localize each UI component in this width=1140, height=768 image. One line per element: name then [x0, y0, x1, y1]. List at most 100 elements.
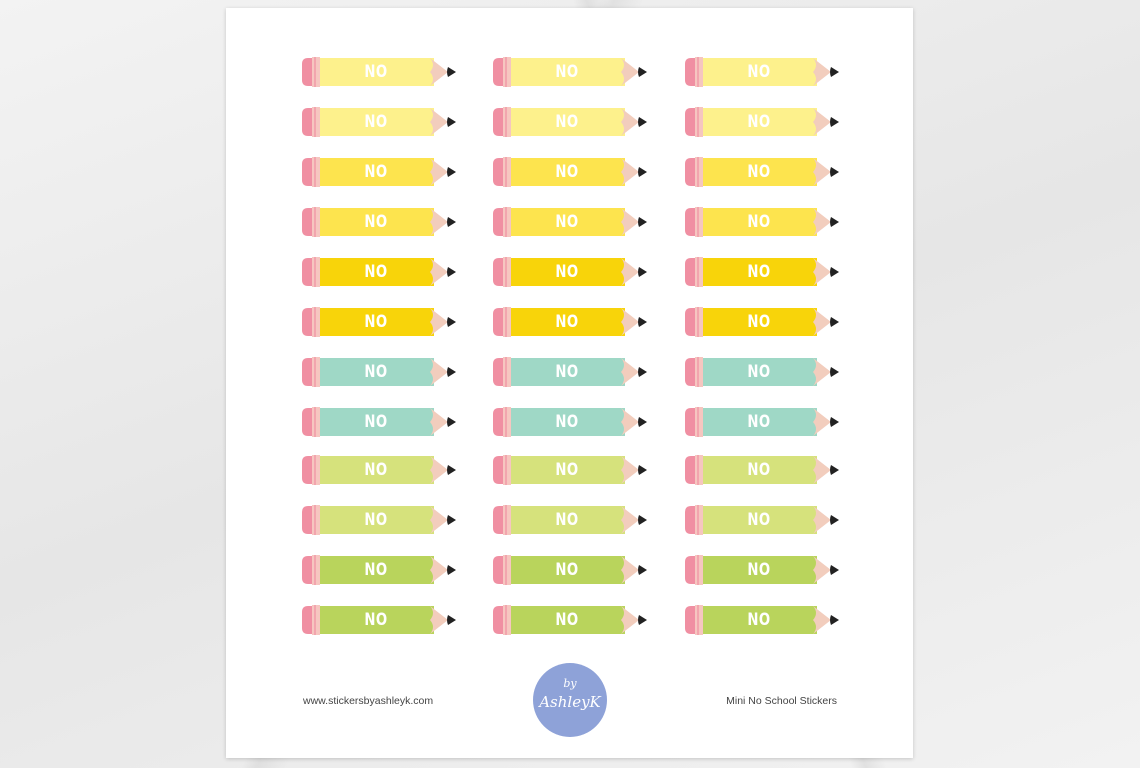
pencil-lead	[447, 515, 456, 525]
sticker-label: NO SCHOOL	[344, 112, 408, 162]
pencil-eraser	[685, 108, 697, 136]
sticker-label: NO SCHOOL	[344, 312, 408, 362]
pencil-sticker: NO SCHOOL	[493, 57, 649, 112]
pencil-sticker: NO SCHOOL	[302, 455, 458, 510]
pencil-lead	[638, 317, 647, 327]
pencil-body	[701, 158, 817, 186]
pencil-body	[318, 606, 434, 634]
pencil-eraser	[685, 308, 697, 336]
pencil-sticker: NO SCHOOL	[493, 257, 649, 312]
pencil-sticker: NO SCHOOL	[302, 157, 458, 212]
pencil-body	[318, 158, 434, 186]
sticker-label: NO SCHOOL	[535, 162, 599, 212]
pencil-lead	[830, 367, 839, 377]
sticker-label: NO SCHOOL	[727, 162, 791, 212]
pencil-tip	[621, 606, 639, 634]
pencil-lead	[830, 465, 839, 475]
pencil-tip	[621, 556, 639, 584]
pencil-sticker: NO SCHOOL	[685, 257, 841, 312]
pencil-body	[701, 606, 817, 634]
logo-by-text: by	[563, 677, 577, 690]
pencil-tip	[621, 258, 639, 286]
pencil-tip	[621, 408, 639, 436]
pencil-body	[509, 456, 625, 484]
sticker-label: NO SCHOOL	[535, 610, 599, 660]
pencil-body	[318, 208, 434, 236]
pencil-tip	[813, 358, 831, 386]
pencil-sticker: NO SCHOOL	[493, 157, 649, 212]
pencil-eraser	[685, 606, 697, 634]
sticker-label: NO SCHOOL	[344, 212, 408, 262]
pencil-body	[701, 408, 817, 436]
sticker-label: NO SCHOOL	[727, 610, 791, 660]
pencil-eraser	[685, 408, 697, 436]
pencil-lead	[830, 565, 839, 575]
pencil-sticker: NO SCHOOL	[302, 605, 458, 660]
pencil-body	[318, 258, 434, 286]
pencil-lead	[830, 117, 839, 127]
pencil-eraser	[302, 308, 314, 336]
pencil-lead	[638, 217, 647, 227]
pencil-body	[318, 108, 434, 136]
pencil-lead	[447, 615, 456, 625]
pencil-tip	[621, 208, 639, 236]
pencil-eraser	[493, 556, 505, 584]
pencil-sticker: NO SCHOOL	[493, 307, 649, 362]
pencil-body	[701, 208, 817, 236]
pencil-lead	[638, 267, 647, 277]
pencil-tip	[430, 506, 448, 534]
pencil-body	[701, 258, 817, 286]
website-url: www.stickersbyashleyk.com	[303, 695, 434, 707]
pencil-eraser	[685, 456, 697, 484]
pencil-tip	[621, 506, 639, 534]
pencil-sticker: NO SCHOOL	[493, 605, 649, 660]
pencil-sticker: NO SCHOOL	[302, 57, 458, 112]
pencil-tip	[430, 308, 448, 336]
pencil-lead	[638, 167, 647, 177]
pencil-lead	[830, 267, 839, 277]
pencil-tip	[430, 556, 448, 584]
pencil-tip	[813, 58, 831, 86]
pencil-body	[318, 408, 434, 436]
pencil-tip	[813, 158, 831, 186]
pencil-sticker: NO SCHOOL	[302, 505, 458, 560]
pencil-eraser	[302, 606, 314, 634]
pencil-eraser	[302, 58, 314, 86]
pencil-lead	[830, 67, 839, 77]
pencil-body	[509, 158, 625, 186]
pencil-tip	[813, 258, 831, 286]
sticker-label: NO SCHOOL	[727, 312, 791, 362]
pencil-sticker: NO SCHOOL	[685, 57, 841, 112]
pencil-eraser	[493, 606, 505, 634]
pencil-tip	[621, 158, 639, 186]
pencil-eraser	[685, 158, 697, 186]
sticker-label: NO SCHOOL	[344, 412, 408, 462]
pencil-body	[509, 606, 625, 634]
sticker-label: NO SCHOOL	[535, 262, 599, 312]
pencil-sticker: NO SCHOOL	[685, 107, 841, 162]
pencil-sticker: NO SCHOOL	[302, 407, 458, 462]
pencil-tip	[813, 408, 831, 436]
sticker-label: NO SCHOOL	[344, 610, 408, 660]
pencil-tip	[621, 108, 639, 136]
pencil-eraser	[493, 108, 505, 136]
pencil-lead	[830, 317, 839, 327]
pencil-eraser	[493, 408, 505, 436]
sticker-label: NO SCHOOL	[727, 112, 791, 162]
pencil-lead	[638, 67, 647, 77]
pencil-sticker: NO SCHOOL	[493, 455, 649, 510]
pencil-tip	[813, 108, 831, 136]
sticker-label: NO SCHOOL	[535, 62, 599, 112]
pencil-sticker: NO SCHOOL	[302, 555, 458, 610]
sticker-label: NO SCHOOL	[344, 460, 408, 510]
pencil-sticker: NO SCHOOL	[685, 307, 841, 362]
pencil-sticker: NO SCHOOL	[302, 107, 458, 162]
pencil-body	[509, 358, 625, 386]
pencil-sticker: NO SCHOOL	[685, 207, 841, 262]
pencil-eraser	[302, 506, 314, 534]
pencil-tip	[813, 606, 831, 634]
pencil-sticker: NO SCHOOL	[685, 455, 841, 510]
pencil-sticker: NO SCHOOL	[493, 407, 649, 462]
pencil-eraser	[685, 208, 697, 236]
sticker-label: NO SCHOOL	[727, 212, 791, 262]
